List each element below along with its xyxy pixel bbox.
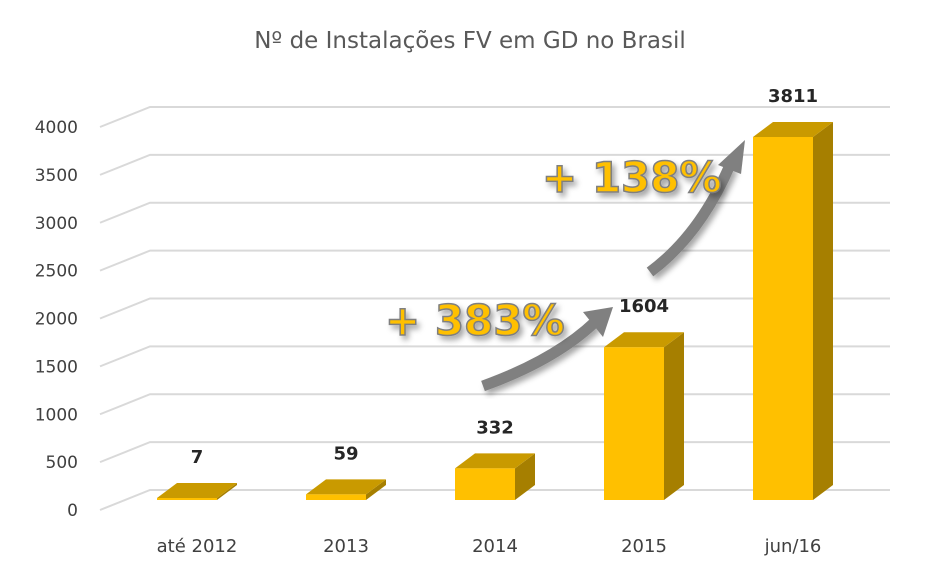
- bar-front: [157, 498, 217, 500]
- bar: [157, 483, 237, 500]
- bar-side: [664, 332, 684, 500]
- bar: [455, 453, 535, 500]
- gridlines: [99, 106, 890, 511]
- data-label: 332: [476, 417, 514, 438]
- bar-top: [455, 453, 535, 469]
- bar-front: [753, 137, 813, 500]
- bar-front: [306, 494, 366, 500]
- x-axis: até 2012 2013 2014 2015 jun/16: [157, 536, 822, 557]
- bar-top: [604, 332, 684, 348]
- data-label: 7: [191, 447, 204, 468]
- y-tick-label: 0: [67, 501, 78, 521]
- bar: [604, 332, 684, 500]
- x-tick-label: até 2012: [157, 536, 238, 557]
- y-tick-label: 1500: [35, 357, 78, 377]
- gridline: [99, 201, 890, 224]
- gridline: [99, 153, 890, 176]
- x-tick-label: jun/16: [764, 536, 822, 557]
- y-tick-label: 2000: [35, 310, 78, 330]
- gridline: [99, 106, 890, 128]
- bars: [157, 122, 833, 500]
- y-axis: 0 500 1000 1500 2000 2500 3000 3500 4000: [35, 118, 78, 521]
- data-labels: 7 59 332 1604 3811: [191, 86, 818, 468]
- data-label: 1604: [619, 296, 669, 317]
- y-tick-label: 1000: [35, 405, 78, 425]
- growth-arrow-1-head: [583, 307, 613, 337]
- y-tick-label: 3000: [35, 214, 78, 234]
- growth-arrow-2-head: [718, 140, 745, 174]
- chart-title: Nº de Instalações FV em GD no Brasil: [254, 28, 686, 54]
- y-tick-label: 2500: [35, 262, 78, 282]
- annotations: + 383% + 138%: [384, 140, 745, 392]
- growth-arrow-1: [481, 318, 599, 392]
- bar-side: [366, 479, 386, 500]
- bar-top: [157, 483, 237, 498]
- data-label: 59: [333, 443, 358, 464]
- bar: [306, 479, 386, 500]
- y-tick-label: 3500: [35, 166, 78, 186]
- gridline: [99, 249, 890, 272]
- data-label: 3811: [768, 86, 818, 107]
- bar-side: [813, 122, 833, 500]
- bar: [753, 122, 833, 500]
- bar-top: [753, 122, 833, 137]
- x-tick-label: 2015: [621, 536, 667, 557]
- annotation-383: + 383%: [385, 296, 565, 345]
- bar-side: [515, 453, 535, 500]
- y-tick-label: 4000: [35, 118, 78, 138]
- annotation-138: + 138%: [542, 153, 722, 202]
- bar-side: [217, 483, 237, 500]
- bar-top: [306, 479, 386, 495]
- x-tick-label: 2013: [323, 536, 369, 557]
- x-tick-label: 2014: [472, 536, 518, 557]
- growth-arrow-2: [646, 162, 736, 277]
- bar-front: [604, 347, 664, 500]
- y-tick-label: 500: [46, 453, 78, 473]
- bar-front: [455, 468, 515, 500]
- gridline: [99, 297, 890, 320]
